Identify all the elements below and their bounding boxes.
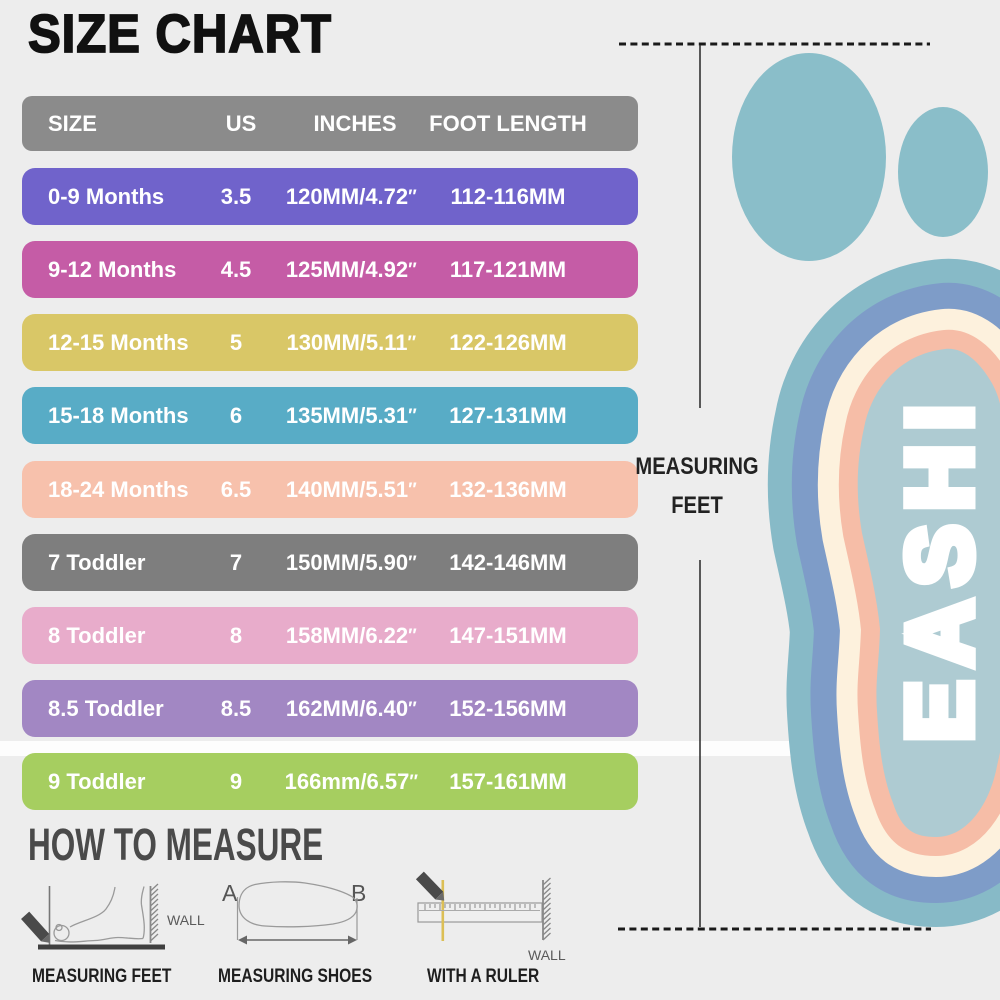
svg-text:EASHI: EASHI (889, 391, 991, 742)
svg-text:WALL: WALL (528, 947, 566, 963)
svg-text:WALL: WALL (167, 912, 205, 928)
svg-text:A: A (222, 880, 238, 906)
svg-text:B: B (351, 880, 366, 906)
